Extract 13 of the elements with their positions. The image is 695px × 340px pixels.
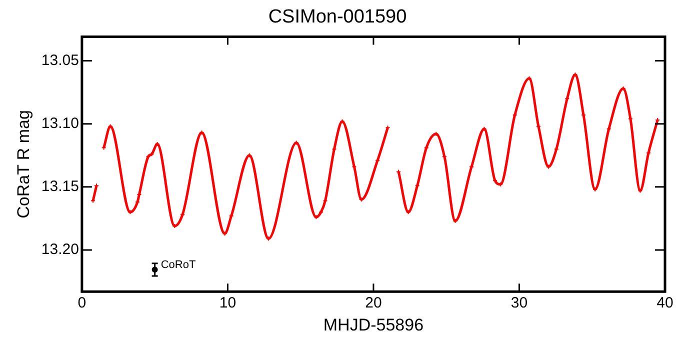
x-tick-label: 0 xyxy=(78,294,86,312)
x-tick-label: 30 xyxy=(510,294,528,312)
chart-title: CSIMon-001590 xyxy=(268,6,407,28)
x-tick-label: 10 xyxy=(219,294,236,312)
y-axis-title: CoRaT R mag xyxy=(14,110,33,218)
annotation: CoRoT xyxy=(160,259,196,272)
y-tick-label: 13.15 xyxy=(41,178,79,196)
x-axis-title: MHJD-55896 xyxy=(323,315,424,334)
y-tick-label: 13.10 xyxy=(41,114,79,132)
y-tick-label: 13.20 xyxy=(41,241,79,258)
y-tick-label: 13.05 xyxy=(41,52,79,69)
x-tick-label: 20 xyxy=(365,294,382,312)
x-tick-label: 40 xyxy=(656,294,674,312)
